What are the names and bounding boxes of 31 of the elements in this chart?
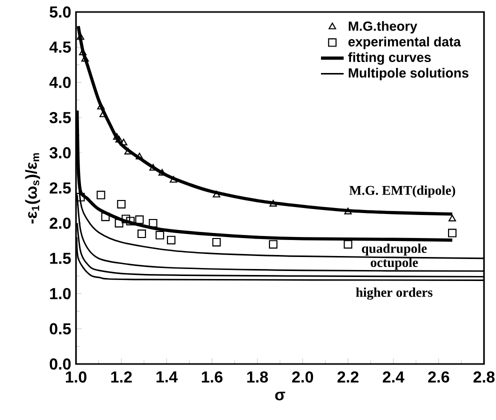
y-tick-label: 3.0 [50,147,71,158]
legend-label: experimental data [348,36,461,50]
legend-label: fitting curves [348,52,431,65]
y-tick-label: 1.0 [50,288,71,300]
x-tick-label: 1.8 [247,371,268,383]
y-tick-label: 4.0 [49,76,71,88]
y-tick-label: 0.5 [50,323,71,334]
legend-label: Multipole solutions [348,68,468,80]
y-tick-label: 1.5 [50,252,71,264]
y-tick-label: 4.5 [49,42,71,53]
x-tick-label: 2.6 [428,371,450,383]
annotation: octupole [370,258,418,270]
x-tick-label: 1.0 [66,371,86,383]
x-tick-label: 2.2 [337,371,358,382]
y-tick-label: 5.0 [50,6,71,18]
x-axis-title: σ [275,392,286,400]
x-tick-label: 1.4 [156,371,178,382]
annotation: M.G. EMT(dipole) [349,185,456,198]
legend-label: M.G.theory [348,21,418,34]
y-axis-title: -ε$_{1}$(ω$_{s}$)/ε$_{m}$ [25,153,40,224]
y-tick-label: 2.5 [50,182,71,194]
y-tick-label: 2.0 [50,218,71,229]
y-tick-label: 0.0 [50,358,71,370]
x-tick-label: 2.4 [382,371,404,382]
x-tick-label: 2.8 [473,371,495,383]
annotation: quadrupole [362,244,427,256]
x-tick-label: 1.6 [202,371,223,383]
x-tick-label: 2.0 [292,371,314,383]
x-tick-label: 1.2 [111,371,132,382]
y-tick-label: 3.5 [50,112,71,124]
annotation: higher orders [356,288,432,300]
